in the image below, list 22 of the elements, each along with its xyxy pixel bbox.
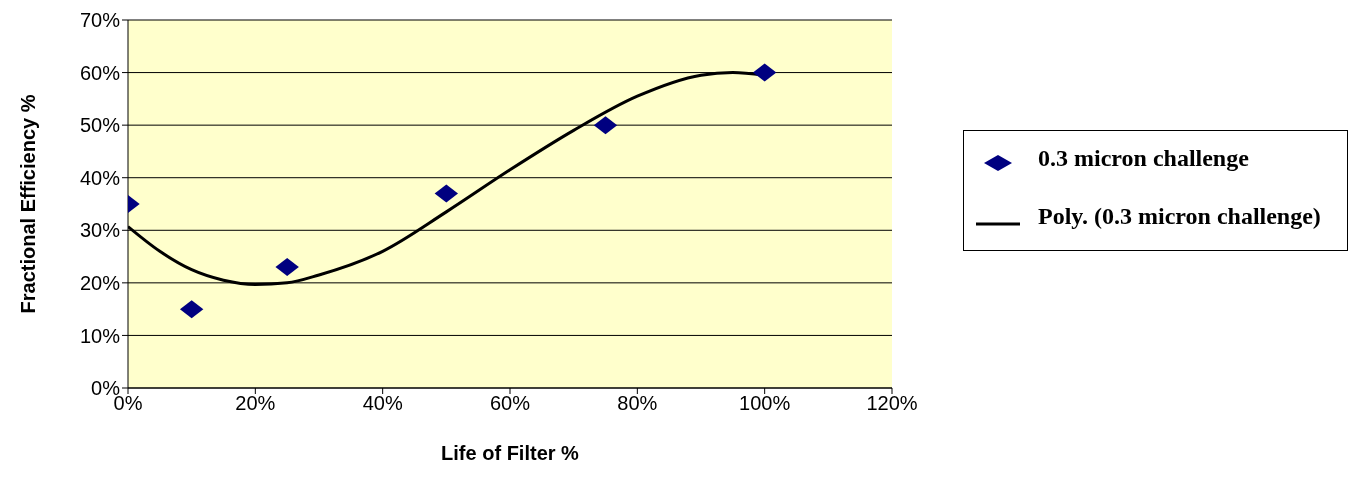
point <box>752 63 777 82</box>
point <box>593 116 618 135</box>
y-tick-label: 70% <box>79 9 121 32</box>
y-tick-label: 30% <box>79 219 121 242</box>
x-tick-label: 40% <box>362 392 403 415</box>
legend-label: Poly. (0.3 micron challenge) <box>1038 203 1321 230</box>
y-tick-label: 60% <box>79 61 121 84</box>
y-tick-label: 50% <box>79 114 121 137</box>
point <box>434 184 459 203</box>
point <box>179 300 204 319</box>
x-tick-label: 120% <box>866 392 918 415</box>
x-tick-label: 80% <box>617 392 658 415</box>
x-tick-label: 100% <box>739 392 791 415</box>
y-axis-title: Fractional Efficiency % <box>17 94 40 314</box>
y-tick-label: 10% <box>79 324 121 347</box>
point <box>275 258 299 277</box>
x-axis-title: Life of Filter % <box>441 442 580 464</box>
legend-label: 0.3 micron challenge <box>1038 145 1249 172</box>
y-tick-label: 20% <box>79 271 121 294</box>
y-tick-label: 40% <box>79 166 121 189</box>
x-tick-label: 60% <box>489 392 531 415</box>
x-tick-label: 20% <box>235 392 276 415</box>
